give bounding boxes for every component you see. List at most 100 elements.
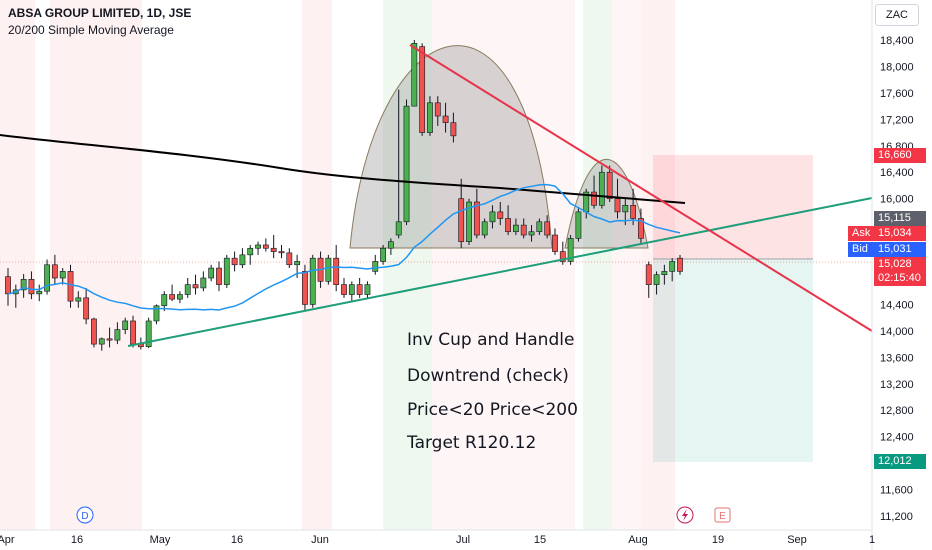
candle-body bbox=[161, 294, 168, 307]
candle-body bbox=[231, 257, 238, 266]
candle-body bbox=[505, 218, 511, 233]
candle-body bbox=[5, 276, 11, 295]
earnings-marker-icon[interactable] bbox=[714, 507, 731, 523]
candle-body bbox=[638, 218, 644, 239]
candle-body bbox=[653, 274, 660, 285]
highlight-band bbox=[432, 0, 575, 530]
candle-body bbox=[645, 264, 652, 285]
candle-body bbox=[208, 267, 215, 279]
ask-price-tag: 15,034 bbox=[874, 226, 926, 241]
candle-body bbox=[333, 257, 340, 285]
candle-body bbox=[200, 277, 207, 289]
candle-body bbox=[247, 247, 254, 256]
highlight-band bbox=[612, 0, 642, 530]
candle-body bbox=[239, 254, 246, 266]
candle-body bbox=[528, 231, 535, 236]
candle-body bbox=[130, 320, 136, 345]
time-tick-label: Jun bbox=[311, 534, 329, 546]
dividend-marker-icon[interactable] bbox=[76, 506, 94, 524]
candle-body bbox=[544, 221, 551, 236]
ma20-line bbox=[7, 183, 681, 311]
highlight-band bbox=[0, 0, 35, 530]
time-tick-label: Apr bbox=[0, 534, 15, 546]
candle-body bbox=[403, 105, 410, 223]
candle-body bbox=[223, 257, 230, 285]
candle-body bbox=[387, 241, 394, 249]
candle-body bbox=[395, 221, 402, 236]
bid-label: Bid bbox=[848, 242, 874, 257]
stop-price-tag: 16,660 bbox=[874, 148, 926, 163]
candle-body bbox=[294, 261, 301, 266]
price-tick-label: 17,200 bbox=[880, 114, 914, 126]
price-tick-label: 12,800 bbox=[880, 405, 914, 417]
candle-body bbox=[481, 221, 488, 236]
bar-countdown: 02:15:40 bbox=[874, 271, 926, 286]
price-tick-label: 13,200 bbox=[880, 379, 914, 391]
candle-body bbox=[552, 234, 558, 252]
annotation-note-1: Inv Cup and Handle bbox=[407, 330, 575, 350]
bid-price-tag: 15,031 bbox=[874, 242, 926, 257]
candle-body bbox=[356, 284, 363, 295]
symbol-title[interactable]: ABSA GROUP LIMITED, 1D, JSE bbox=[8, 6, 192, 20]
price-tick-label: 12,400 bbox=[880, 432, 914, 444]
last-price-tag: 15,028 bbox=[874, 257, 926, 272]
price-tick-label: 11,600 bbox=[880, 485, 913, 497]
candle-body bbox=[67, 271, 74, 302]
candle-body bbox=[591, 191, 597, 206]
candle-body bbox=[59, 271, 66, 279]
candle-body bbox=[536, 221, 543, 233]
time-tick-label: 16 bbox=[71, 534, 83, 546]
cup-shape bbox=[349, 45, 553, 249]
time-tick-label: May bbox=[150, 534, 171, 546]
highlight-band bbox=[583, 0, 612, 530]
candle-body bbox=[419, 46, 426, 133]
candle-body bbox=[677, 257, 683, 272]
candle-body bbox=[309, 257, 316, 305]
candle-body bbox=[255, 244, 261, 249]
support-trendline bbox=[127, 197, 873, 347]
ma200-line bbox=[0, 134, 686, 204]
candle-body bbox=[262, 244, 269, 249]
candle-body bbox=[122, 320, 129, 330]
candle-body bbox=[36, 290, 43, 295]
candle-body bbox=[348, 284, 355, 295]
price-tick-label: 16,000 bbox=[880, 194, 914, 206]
time-tick-label: 15 bbox=[534, 534, 546, 546]
candle-body bbox=[598, 171, 605, 206]
candle-body bbox=[44, 264, 50, 292]
lightning-icon bbox=[682, 509, 688, 521]
currency-button[interactable]: ZAC bbox=[875, 4, 919, 26]
time-tick-label: 1 bbox=[869, 534, 875, 546]
candle-body bbox=[513, 224, 519, 233]
price-tick-label: 11,200 bbox=[880, 511, 913, 523]
candle-body bbox=[372, 261, 379, 272]
ask-label: Ask bbox=[848, 226, 874, 241]
annotation-note-2: Downtrend (check) bbox=[407, 366, 569, 386]
price-tick-label: 17,600 bbox=[880, 88, 914, 100]
candle-body bbox=[177, 294, 183, 300]
candle-body bbox=[75, 297, 82, 302]
candle-body bbox=[20, 279, 27, 291]
candle-body bbox=[28, 279, 35, 295]
time-tick-label: Aug bbox=[628, 534, 648, 546]
event-markers: D E bbox=[76, 506, 731, 524]
candle-body bbox=[145, 320, 152, 348]
candle-body bbox=[606, 171, 613, 199]
annotation-note-4: Target R120.12 bbox=[407, 433, 537, 453]
candle-body bbox=[302, 271, 308, 305]
time-tick-label: 19 bbox=[712, 534, 724, 546]
candle-body bbox=[380, 247, 386, 262]
candle-body bbox=[442, 115, 449, 123]
indicator-label[interactable]: 20/200 Simple Moving Average bbox=[8, 23, 174, 37]
candle-body bbox=[364, 284, 371, 295]
candle-body bbox=[98, 338, 105, 345]
candle-body bbox=[458, 198, 465, 242]
candle-body bbox=[192, 284, 199, 289]
stop-zone bbox=[653, 155, 813, 259]
candle-body bbox=[278, 251, 285, 254]
annotation-note-3: Price<20 Price<200 bbox=[407, 400, 578, 420]
candle-body bbox=[341, 284, 347, 295]
chart-header: ABSA GROUP LIMITED, 1D, JSE 20/200 Simpl… bbox=[8, 6, 191, 37]
price-tick-label: 18,000 bbox=[880, 61, 914, 73]
